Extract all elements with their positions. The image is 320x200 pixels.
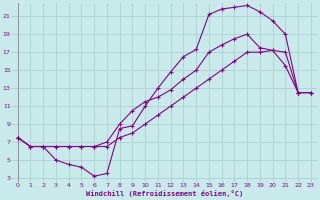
X-axis label: Windchill (Refroidissement éolien,°C): Windchill (Refroidissement éolien,°C) <box>86 190 243 197</box>
